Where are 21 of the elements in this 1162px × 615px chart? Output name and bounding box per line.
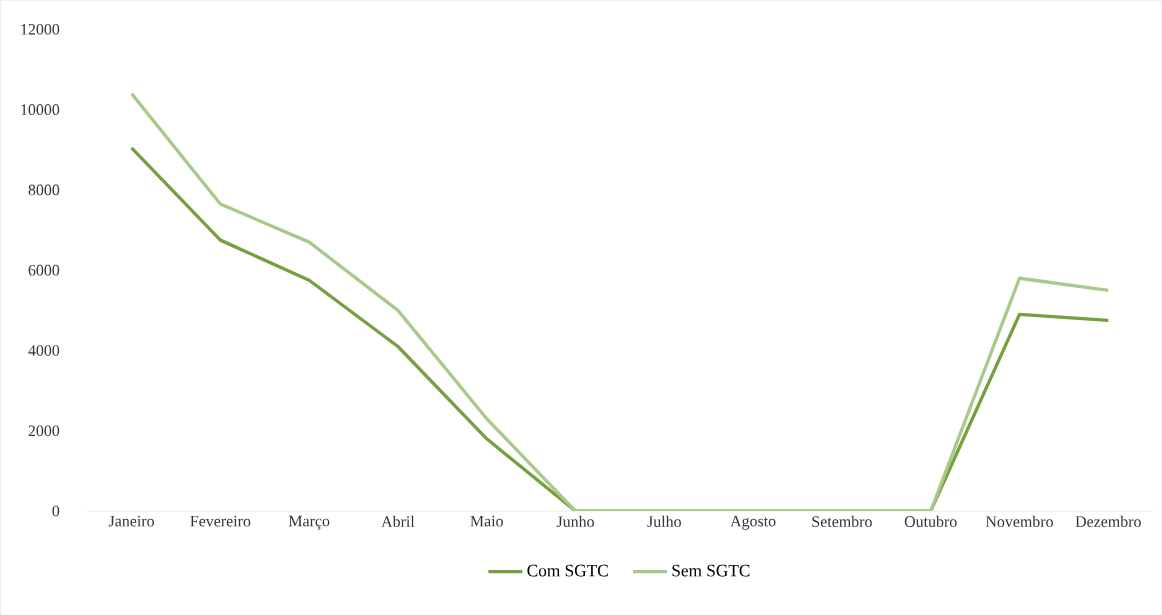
- x-tick-label: Maio: [470, 515, 503, 527]
- legend-label: Sem SGTC: [672, 564, 750, 577]
- x-tick-label: Outubro: [904, 515, 957, 527]
- x-tick-label: Dezembro: [1075, 515, 1141, 527]
- x-tick-label: Janeiro: [108, 515, 154, 527]
- x-tick-label: Julho: [647, 515, 681, 527]
- x-tick-label: Junho: [556, 515, 594, 527]
- y-tick-label: 10000: [21, 104, 60, 115]
- y-tick-label: 2000: [28, 425, 60, 437]
- x-tick-label: Abril: [381, 515, 415, 527]
- y-tick-label: 6000: [28, 264, 60, 276]
- x-tick-label: Setembro: [812, 515, 872, 527]
- x-tick-label: Novembro: [985, 515, 1053, 527]
- y-tick-label: 12000: [21, 23, 60, 35]
- y-tick-label: 8000: [28, 184, 60, 196]
- x-tick-label: Fevereiro: [190, 515, 251, 527]
- y-tick-label: 0: [52, 505, 60, 517]
- x-tick-label: Agosto: [730, 515, 776, 530]
- y-tick-label: 4000: [28, 345, 60, 356]
- legend-label: Com SGTC: [527, 564, 608, 577]
- x-tick-label: Março: [288, 515, 330, 530]
